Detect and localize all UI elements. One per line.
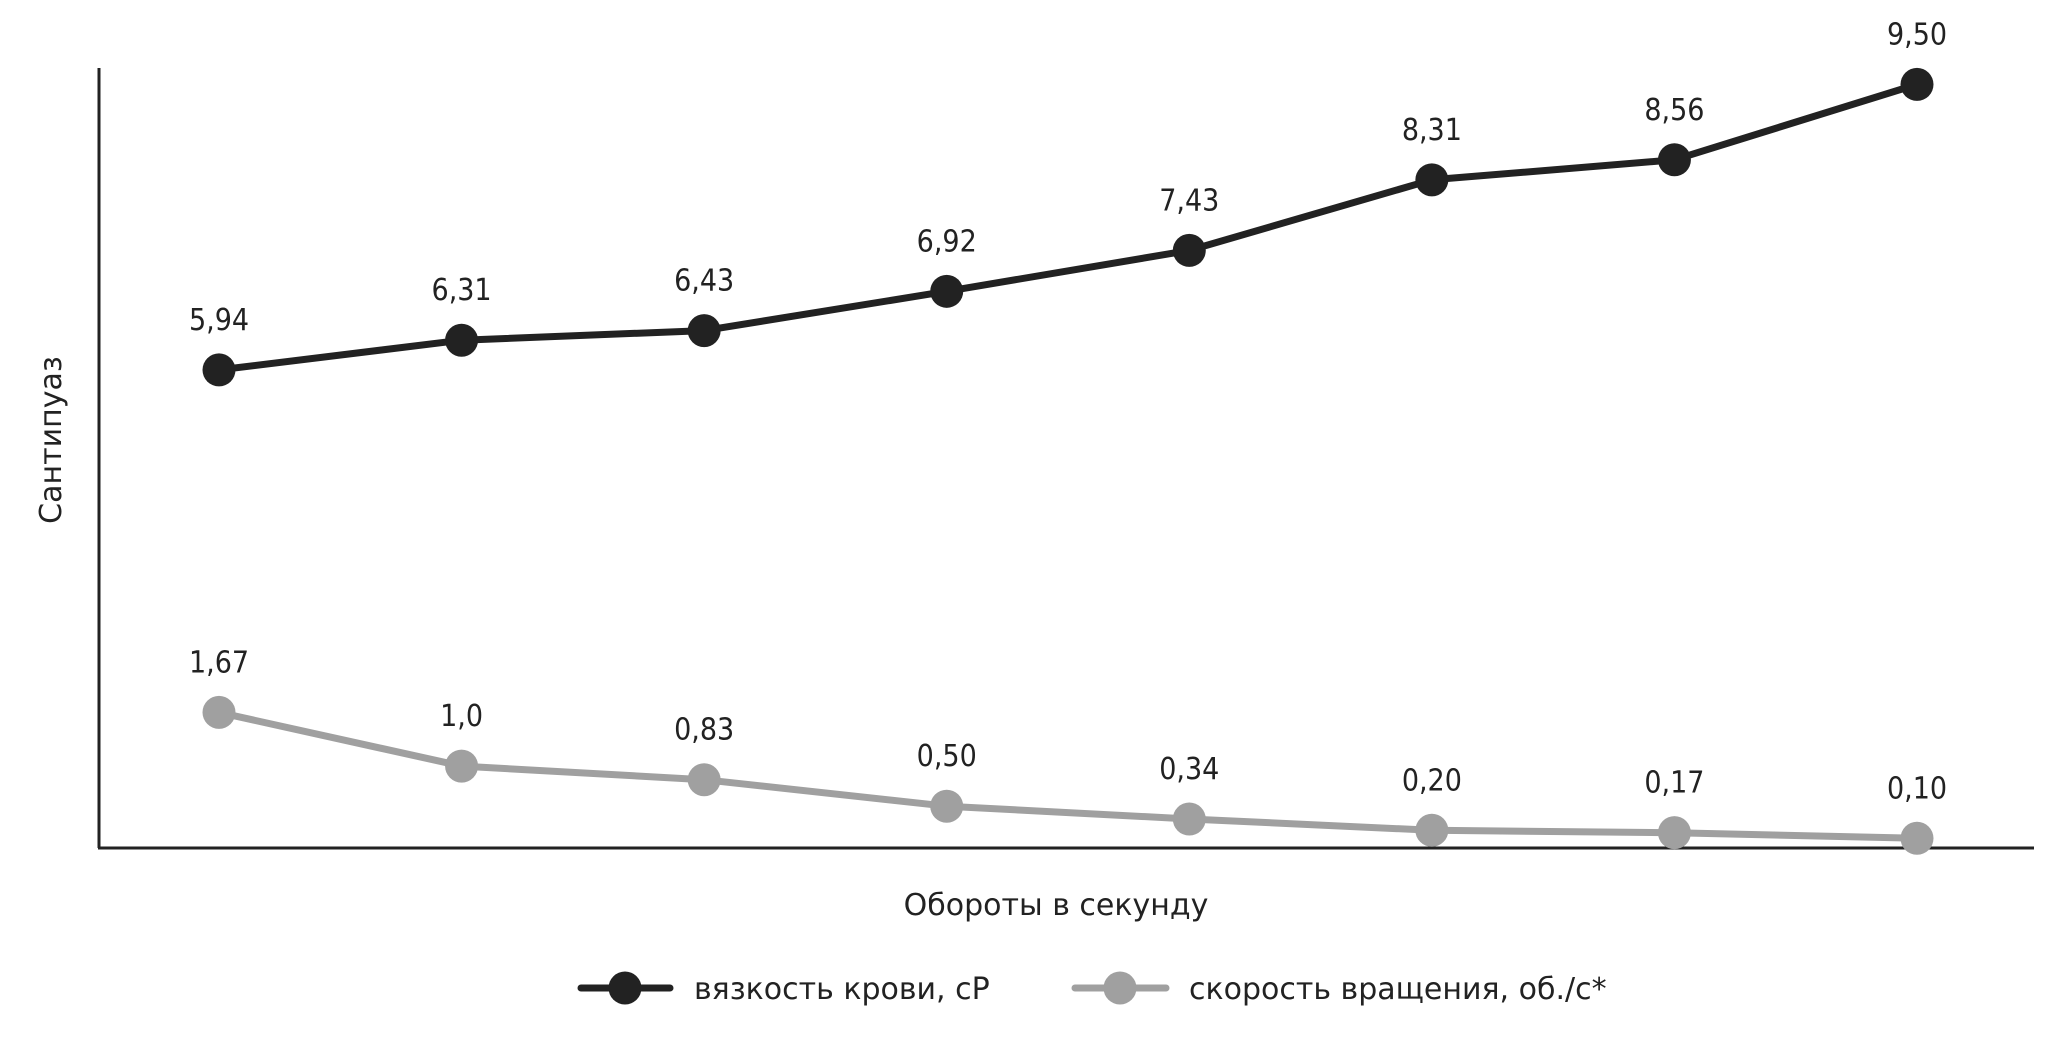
series-2: 1,67 1,0 0,83 0,50 0,34 0,20 0,17 0,10 — [189, 645, 1947, 855]
series-1-line — [215, 80, 1921, 374]
series-2-point — [1657, 816, 1691, 850]
series-1-point — [202, 353, 236, 387]
series-2-line — [215, 708, 1921, 842]
series-1: 5,94 6,31 6,43 6,92 7,43 8,31 8,56 9,50 — [189, 17, 1947, 387]
series-2-point — [930, 789, 964, 823]
y-axis-title: Сантипуаз — [34, 356, 69, 524]
series-1-point — [445, 323, 479, 357]
series-2-data-label: 0,50 — [917, 739, 977, 774]
legend-swatch-marker — [1103, 971, 1137, 1005]
series-2-data-label: 1,0 — [440, 699, 483, 734]
series-1-data-label: 6,31 — [432, 273, 492, 308]
series-2-data-label: 0,34 — [1159, 752, 1219, 787]
series-1-data-label: 8,31 — [1402, 113, 1462, 148]
series-1-point — [687, 314, 721, 348]
series-1-data-label: 9,50 — [1887, 17, 1947, 52]
series-1-data-label: 5,94 — [189, 303, 249, 338]
legend-swatch-marker — [608, 971, 642, 1005]
series-1-point — [1900, 67, 1934, 101]
series-2-data-label: 0,20 — [1402, 763, 1462, 798]
legend-item-2: скорость вращения, об./с* — [1071, 971, 1607, 1007]
series-1-data-label: 6,43 — [674, 264, 734, 299]
legend: вязкость крови, сР скорость вращения, об.… — [577, 971, 1607, 1007]
series-1-data-label: 8,56 — [1644, 93, 1704, 128]
series-2-point — [687, 763, 721, 797]
series-2-point — [1415, 813, 1449, 847]
series-2-data-label: 0,17 — [1644, 766, 1704, 801]
series-2-point — [445, 749, 479, 783]
series-2-point — [202, 695, 236, 729]
series-2-data-label: 1,67 — [189, 645, 249, 680]
legend-label: скорость вращения, об./с* — [1189, 972, 1607, 1007]
legend-label: вязкость крови, сР — [694, 972, 990, 1007]
series-2-data-label: 0,83 — [674, 713, 734, 748]
series-1-point — [930, 274, 964, 308]
series-1-point — [1657, 143, 1691, 177]
series-2-data-label: 0,10 — [1887, 771, 1947, 806]
series-2-point — [1172, 802, 1206, 836]
series-2-point — [1900, 821, 1934, 855]
x-axis-title: Обороты в секунду — [904, 888, 1209, 923]
series-1-point — [1172, 233, 1206, 267]
series-1-data-label: 7,43 — [1159, 183, 1219, 218]
series-layer: 5,94 6,31 6,43 6,92 7,43 8,31 8,56 9,50 1,67 1,0 0… — [189, 17, 1947, 855]
series-1-point — [1415, 163, 1449, 197]
series-1-data-label: 6,92 — [917, 224, 977, 259]
legend-item-1: вязкость крови, сР — [577, 971, 990, 1007]
